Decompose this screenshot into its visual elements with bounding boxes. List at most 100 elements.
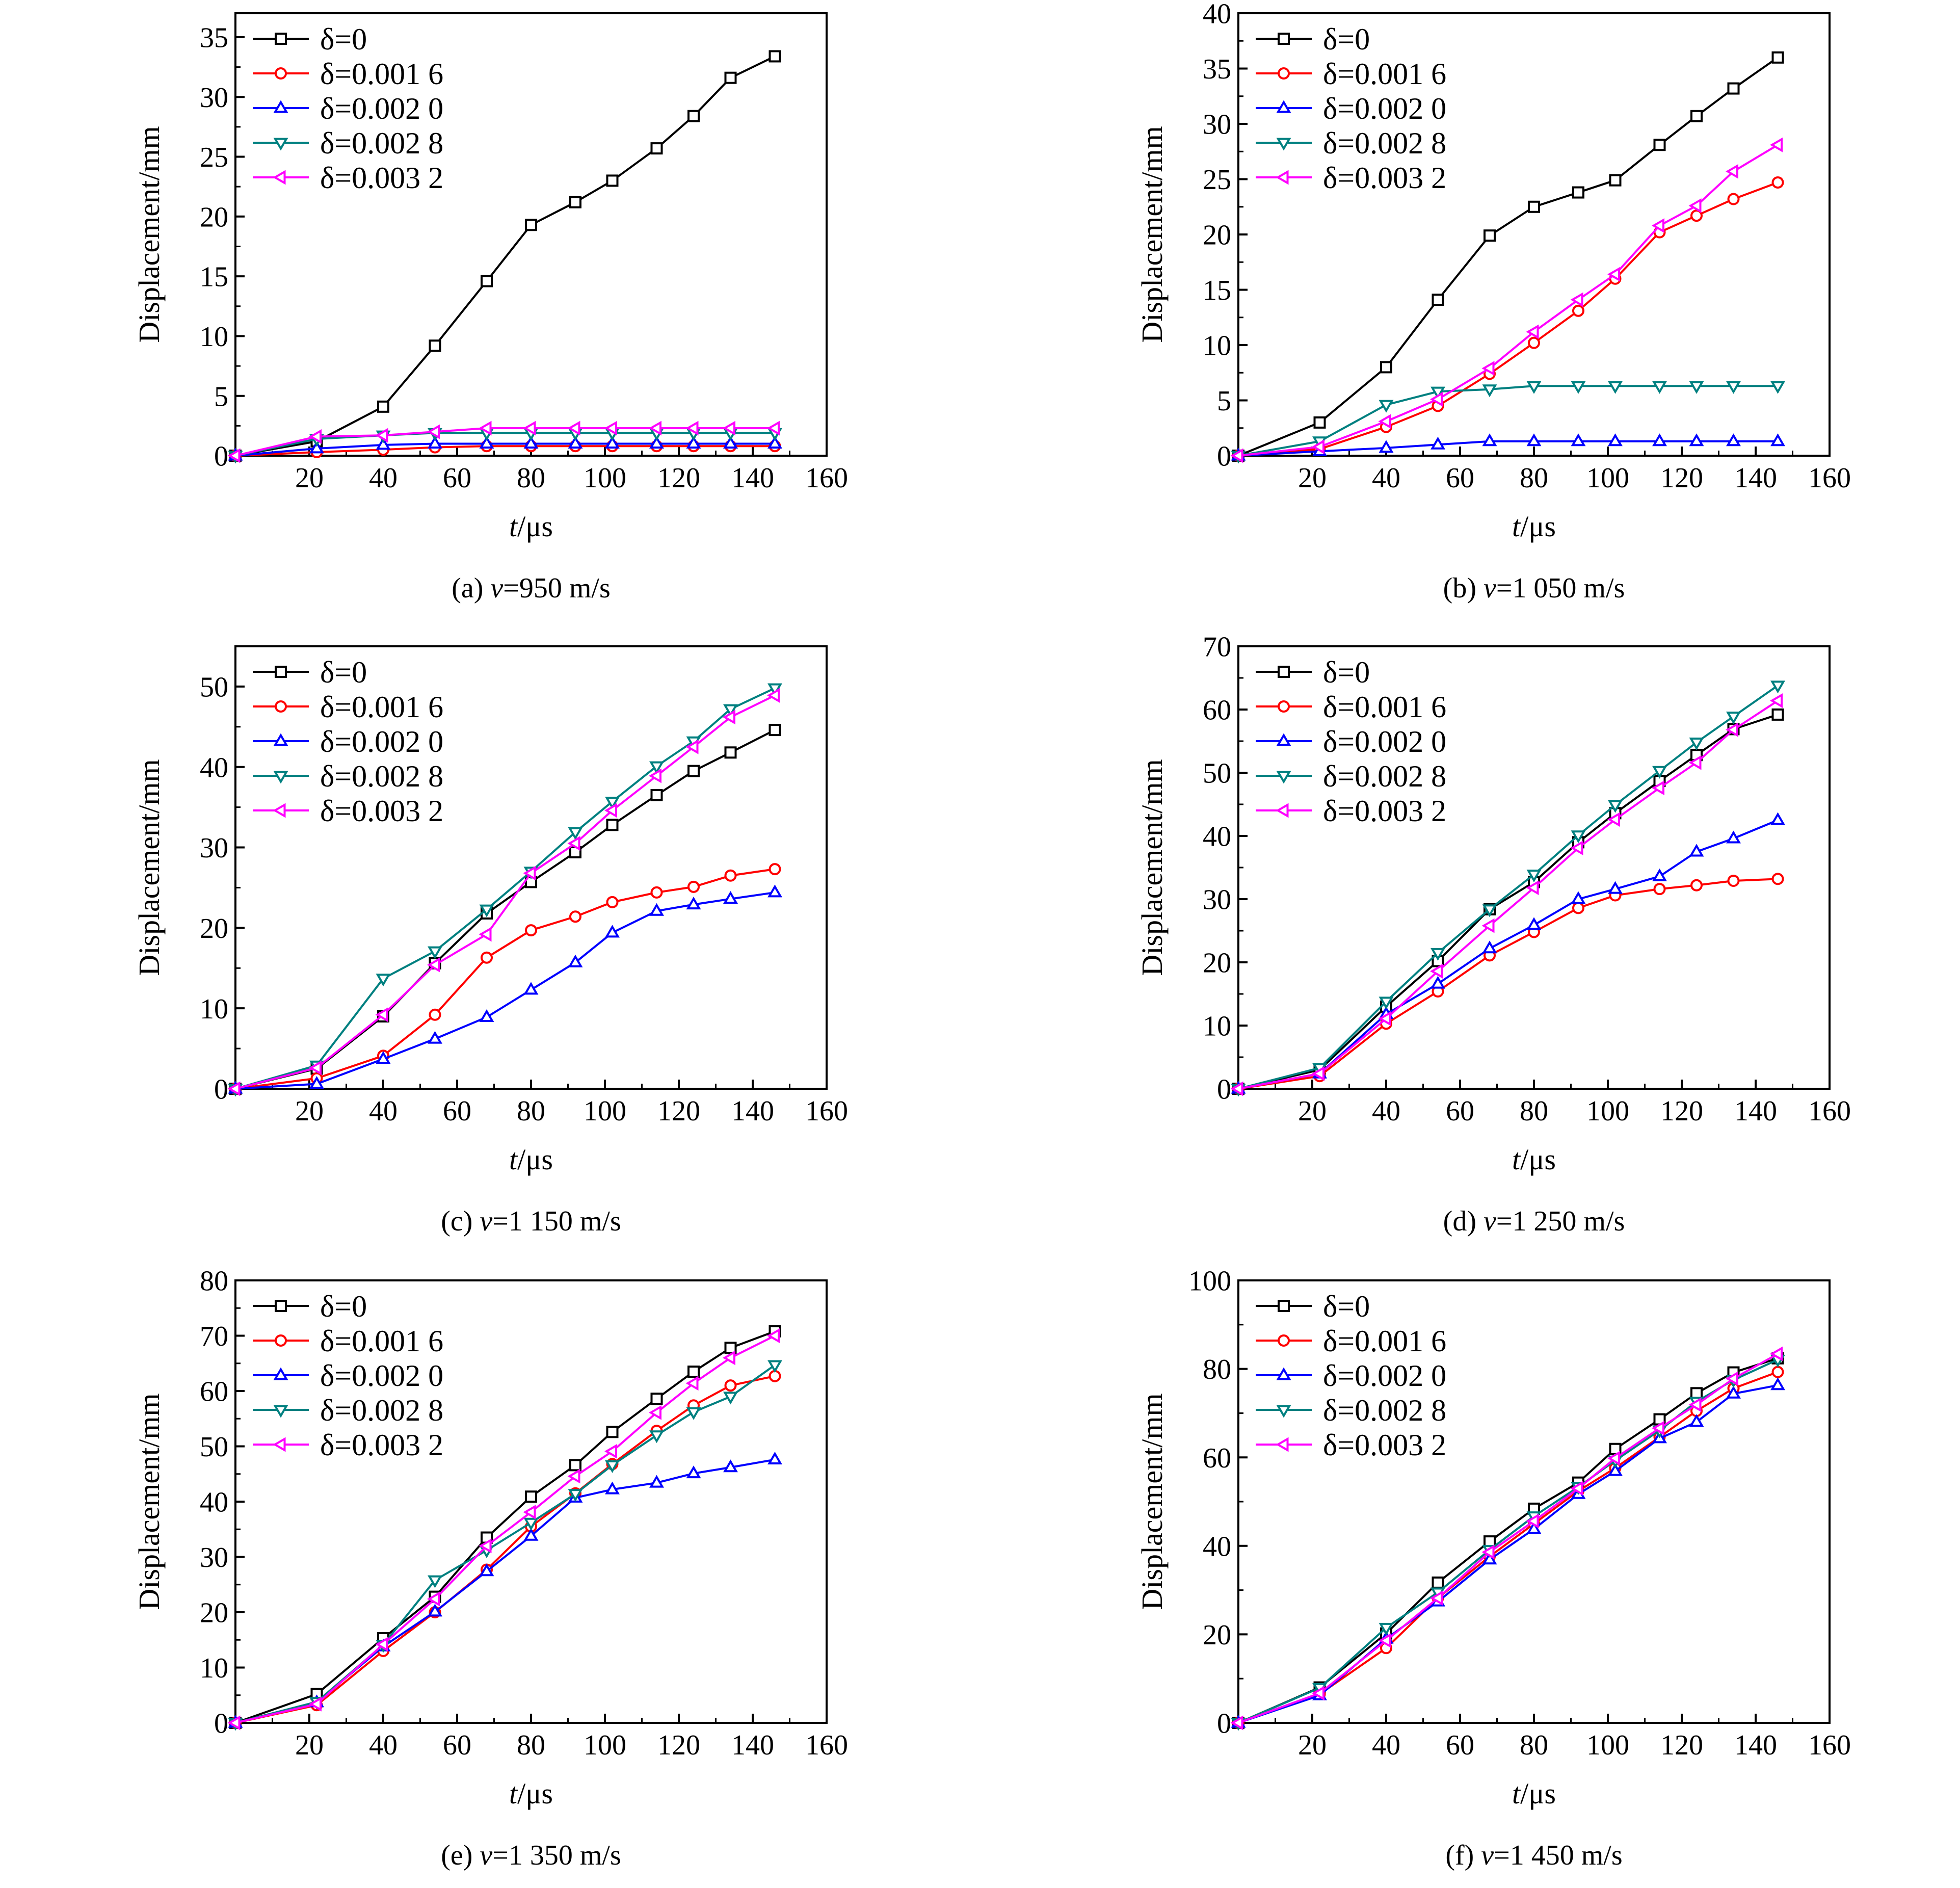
y-tick-label: 10 — [1203, 1011, 1231, 1042]
y-tick-label: 35 — [200, 22, 228, 54]
data-point — [1482, 904, 1497, 917]
y-tick-label: 10 — [200, 1653, 228, 1684]
x-axis-label-var: t — [509, 510, 518, 543]
data-point — [1653, 139, 1666, 151]
series-line — [1238, 440, 1778, 457]
y-tick-label: 30 — [1203, 109, 1231, 141]
data-point — [1652, 218, 1664, 233]
y-tick-label: 30 — [200, 1542, 228, 1574]
x-tick-label: 120 — [1660, 1095, 1703, 1127]
y-tick-label: 20 — [200, 201, 228, 233]
data-point — [1770, 381, 1785, 394]
data-point — [569, 1459, 581, 1472]
data-point — [523, 421, 536, 436]
data-point — [523, 982, 539, 995]
legend-marker — [275, 1334, 287, 1347]
data-point — [1689, 844, 1704, 857]
legend-item: δ=0 — [253, 1290, 367, 1323]
series-line — [1238, 878, 1778, 1090]
x-tick-label: 140 — [1734, 1729, 1777, 1761]
legend-marker — [1276, 100, 1291, 113]
data-point — [605, 436, 620, 449]
data-point — [569, 910, 581, 923]
data-point — [1770, 137, 1783, 152]
x-tick-label: 20 — [295, 462, 324, 494]
data-point — [568, 436, 583, 449]
x-tick-label: 60 — [443, 1729, 471, 1761]
data-point — [767, 683, 782, 696]
data-point — [1570, 1481, 1583, 1496]
data-point — [723, 421, 735, 436]
data-point — [606, 819, 619, 831]
data-point — [376, 974, 391, 987]
legend-marker — [1276, 1405, 1291, 1418]
legend-marker — [273, 138, 288, 151]
y-axis-label: Displacement/mm — [133, 126, 166, 343]
data-point — [649, 903, 664, 916]
data-point — [1608, 1463, 1623, 1476]
data-point — [767, 1452, 782, 1465]
data-point — [1526, 324, 1539, 339]
data-point — [1379, 997, 1394, 1010]
series-line — [235, 868, 775, 1090]
legend-label: δ=0.003 2 — [320, 161, 443, 195]
legend-item: δ=0.002 8 — [253, 126, 443, 160]
x-tick-label: 100 — [584, 462, 626, 494]
data-point — [1528, 200, 1540, 213]
data-point — [1481, 1544, 1495, 1560]
data-point — [723, 436, 738, 449]
data-point — [1431, 436, 1445, 450]
x-tick-label: 100 — [1586, 1095, 1629, 1127]
x-tick-label: 20 — [295, 1095, 324, 1127]
data-point — [375, 1637, 388, 1652]
data-point — [1482, 433, 1497, 447]
data-point — [309, 440, 324, 454]
data-point — [1727, 875, 1740, 887]
legend-marker — [273, 1437, 286, 1452]
x-tick-label: 160 — [1808, 1095, 1851, 1127]
data-point — [1379, 440, 1394, 453]
data-point — [375, 1007, 388, 1022]
x-tick-label: 100 — [584, 1095, 626, 1127]
data-point — [604, 421, 617, 436]
x-tick-label: 40 — [369, 1095, 398, 1127]
data-point — [1689, 433, 1704, 447]
x-tick-label: 60 — [1446, 462, 1474, 494]
y-tick-label: 60 — [1203, 1443, 1231, 1474]
legend-label: δ=0.002 0 — [320, 1359, 443, 1393]
panel-caption: (a) v=950 m/s — [452, 572, 611, 604]
data-point — [649, 768, 661, 783]
legend-marker — [275, 1300, 287, 1312]
legend-item: δ=0.002 8 — [253, 759, 443, 793]
data-point — [1572, 304, 1584, 317]
panel-caption: (c) v=1 150 m/s — [441, 1205, 621, 1237]
x-tick-label: 120 — [1660, 1729, 1703, 1761]
legend-item: δ=0.002 8 — [1256, 1394, 1446, 1427]
x-axis-label-var: t — [509, 1143, 518, 1176]
x-tick-label: 20 — [295, 1729, 324, 1761]
x-tick-label: 80 — [517, 462, 545, 494]
x-axis-label-unit: /μs — [1520, 1143, 1556, 1176]
y-tick-label: 40 — [1203, 821, 1231, 853]
data-point — [1608, 881, 1623, 894]
data-point — [1312, 439, 1325, 455]
data-point — [1689, 737, 1704, 750]
series-line — [235, 891, 775, 1090]
panel-caption: (f) v=1 450 m/s — [1445, 1840, 1622, 1871]
x-tick-label: 40 — [369, 462, 398, 494]
data-point — [428, 1031, 442, 1044]
chart-panel-e: 0 10 20 30 40 50 60 70 80 20 40 60 80 100 120 140 160 Dis… — [133, 1266, 848, 1871]
x-tick-label: 100 — [584, 1729, 626, 1761]
data-point — [723, 891, 738, 904]
caption-value: =1 250 m/s — [1496, 1205, 1625, 1237]
y-tick-label: 40 — [1203, 1531, 1231, 1562]
y-tick-label: 80 — [200, 1266, 228, 1297]
data-point — [1484, 229, 1496, 242]
data-point — [1380, 361, 1392, 374]
data-point — [1312, 1686, 1325, 1701]
panel-caption: (b) v=1 050 m/s — [1443, 572, 1625, 604]
y-tick-label: 20 — [1203, 220, 1231, 251]
legend-marker — [1278, 67, 1290, 80]
legend-item: δ=0.002 0 — [253, 1359, 443, 1393]
data-point — [1526, 433, 1542, 447]
